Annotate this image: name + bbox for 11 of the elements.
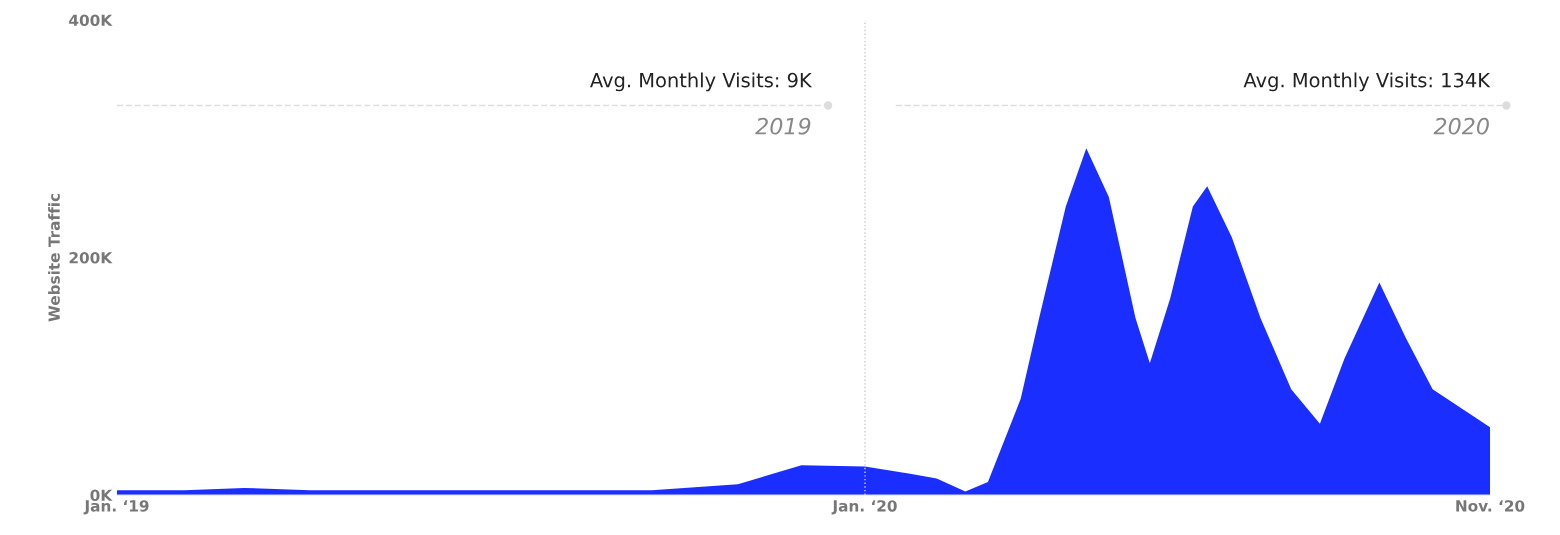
y-tick-label: 200K <box>69 251 113 264</box>
annotation: Avg. Monthly Visits: 9K <box>590 72 813 92</box>
annotation: Avg. Monthly Visits: 134K <box>1243 72 1491 92</box>
annotation: 2019 <box>755 117 811 135</box>
x-tick-label: Jan. ‘20 <box>831 500 897 515</box>
annotation: 2020 <box>1433 117 1489 135</box>
y-axis-title: Website Traffic <box>48 193 60 322</box>
y-tick-label: 0K <box>90 489 113 502</box>
y-tick-label: 400K <box>69 14 113 27</box>
x-tick-label: Jan. ‘19 <box>83 500 149 515</box>
x-tick-label: Nov. ‘20 <box>1456 500 1525 512</box>
